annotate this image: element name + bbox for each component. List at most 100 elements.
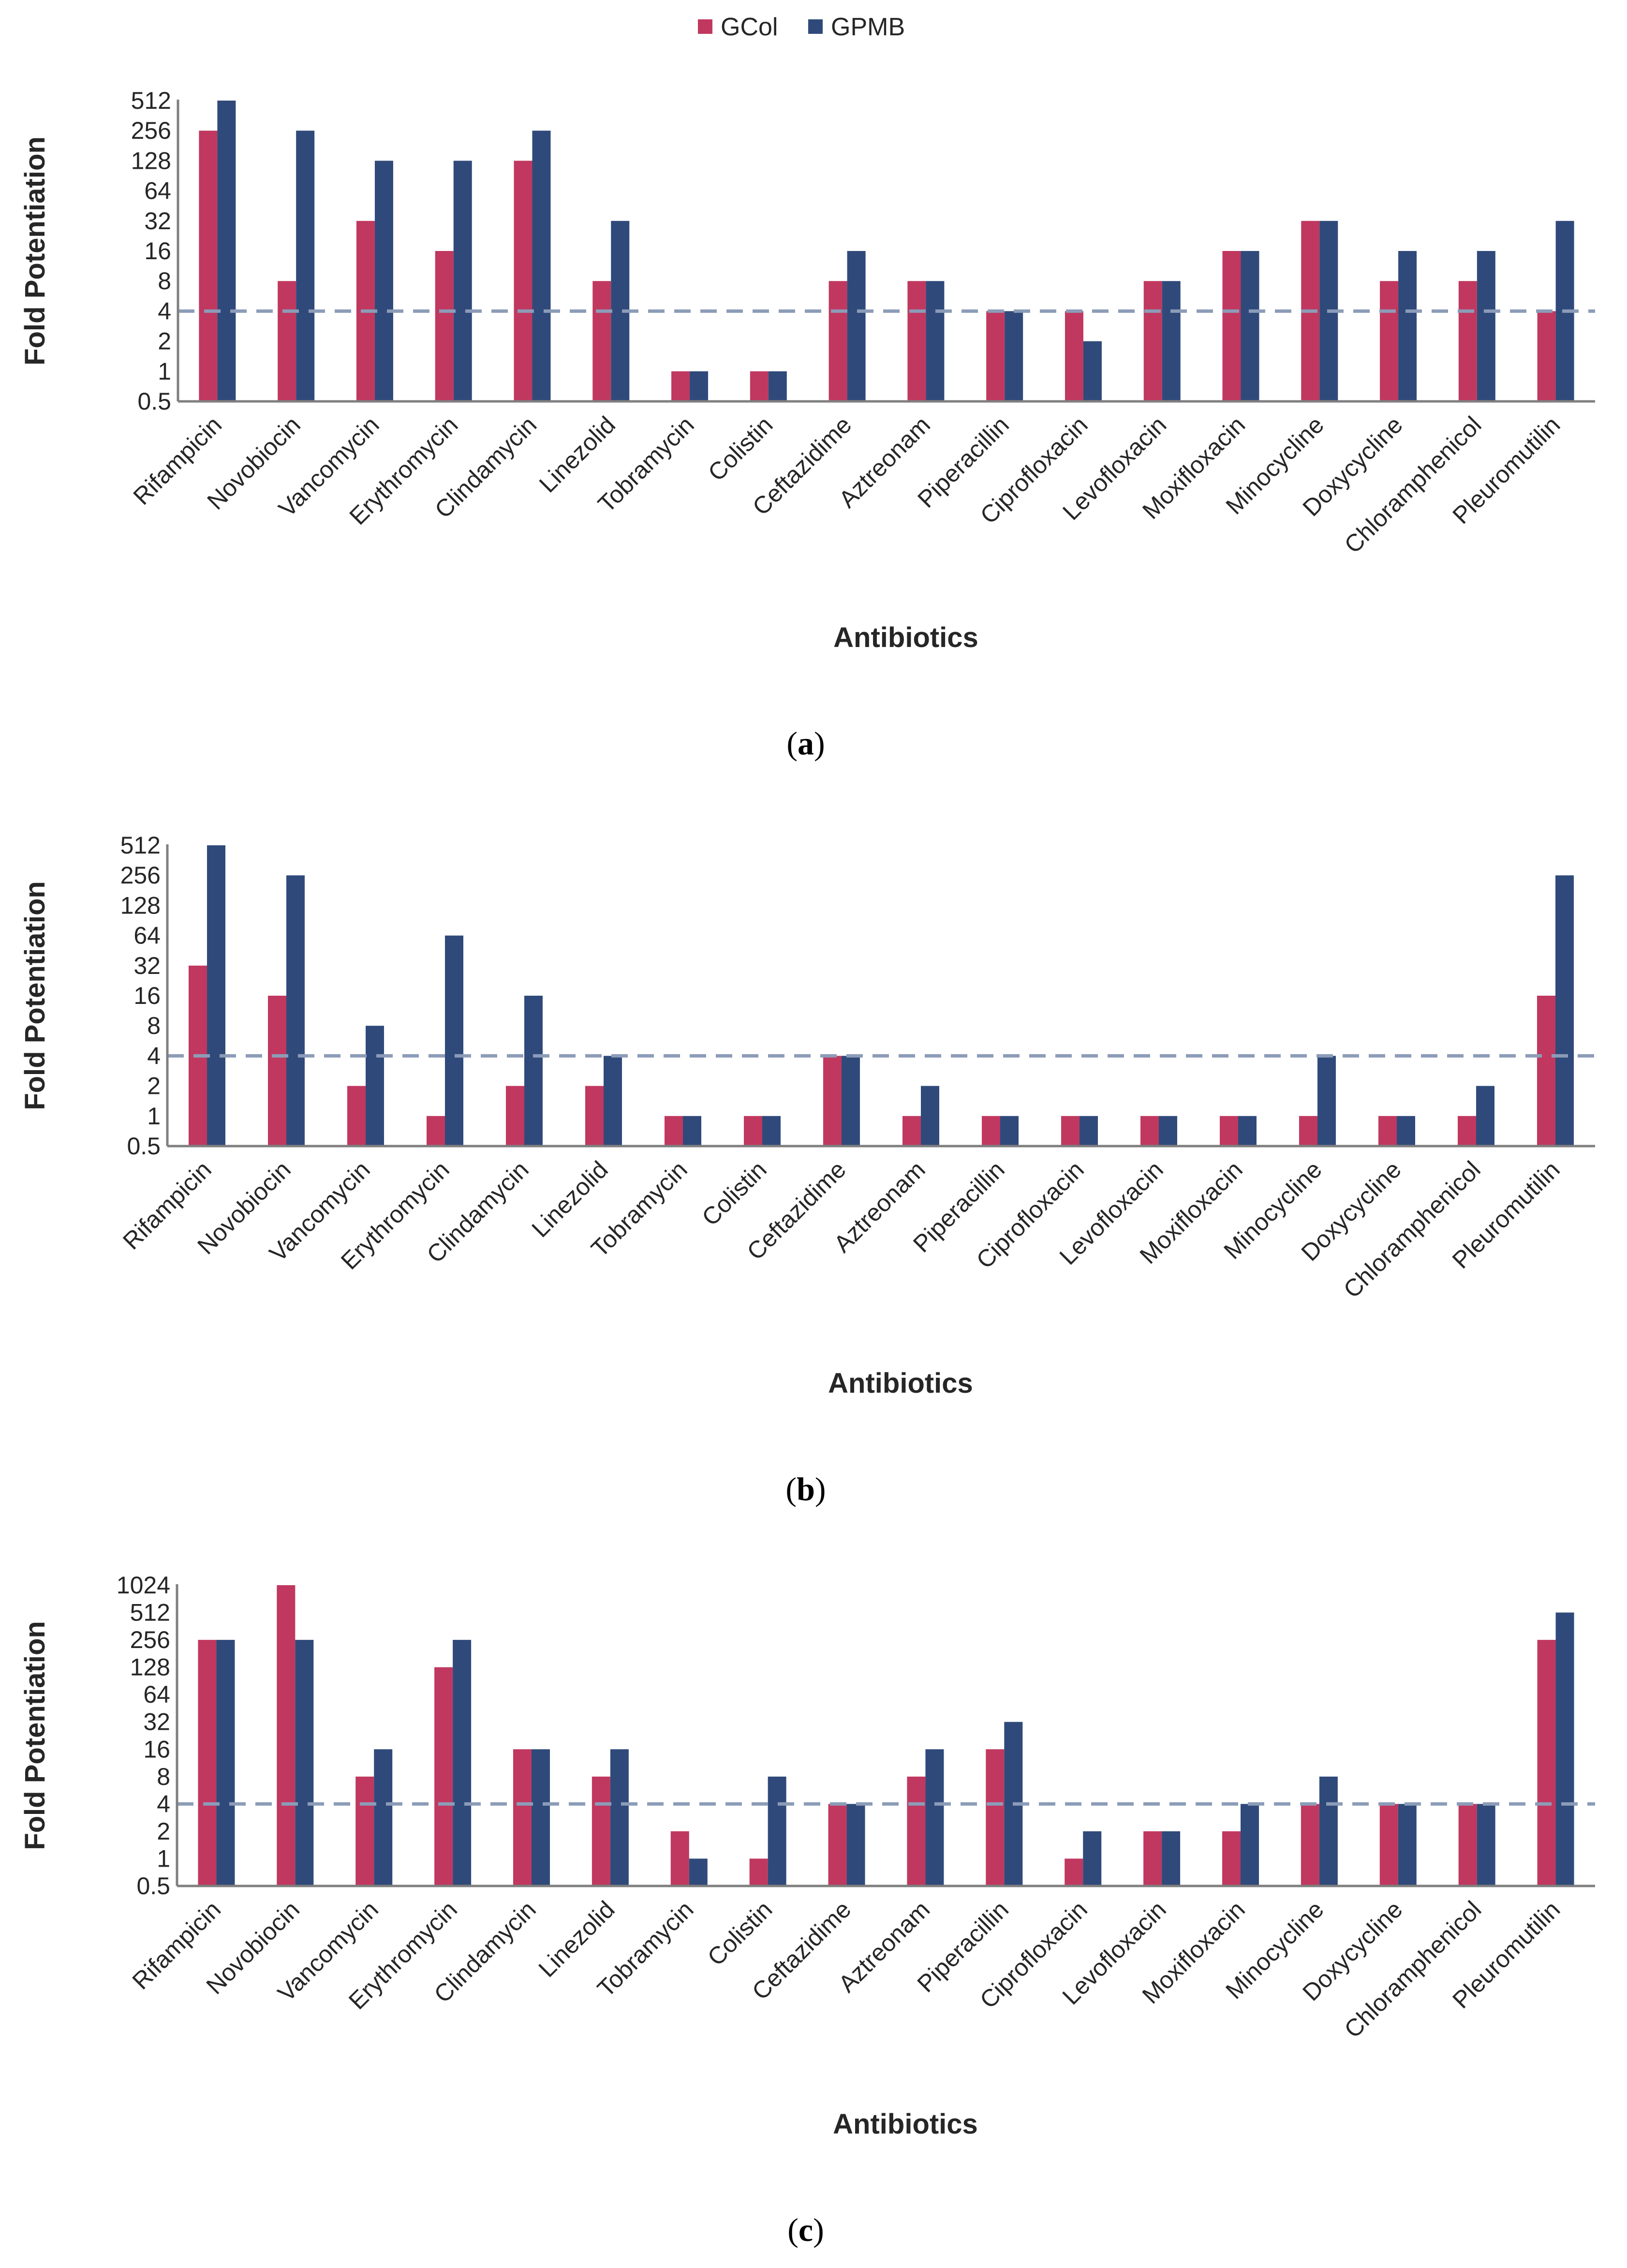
bar-gpmb-chloramphenicol <box>1476 1086 1494 1146</box>
bar-gcol-vancomycin <box>355 1776 374 1886</box>
legend-swatch-gcol <box>698 19 712 34</box>
bar-gcol-moxifloxacin <box>1220 1116 1238 1146</box>
bar-gpmb-moxifloxacin <box>1238 1116 1257 1146</box>
bar-gpmb-chloramphenicol <box>1477 1804 1495 1886</box>
bar-gcol-doxycycline <box>1380 281 1399 401</box>
bar-gcol-vancomycin <box>347 1086 366 1146</box>
bar-gpmb-erythromycin <box>453 1640 472 1886</box>
caption-paren-open: ( <box>787 2211 799 2248</box>
bar-gcol-rifampicin <box>198 1640 217 1886</box>
bar-gpmb-levofloxacin <box>1162 1831 1181 1886</box>
caption-letter: a <box>798 725 814 762</box>
caption-paren-open: ( <box>785 1471 797 1507</box>
y-tick-label: 2 <box>147 1073 161 1100</box>
legend-swatch-gpmb <box>808 19 823 34</box>
bar-gcol-chloramphenicol <box>1458 1804 1477 1886</box>
bar-gpmb-ceftazidime <box>842 1056 860 1146</box>
x-axis-title: Antibiotics <box>833 622 978 653</box>
bar-gcol-clindamycin <box>506 1086 524 1146</box>
bar-gcol-doxycycline <box>1378 1116 1397 1146</box>
bar-gcol-pleuromutilin <box>1537 1640 1556 1886</box>
bar-gcol-ceftazidime <box>823 1056 842 1146</box>
bar-gcol-erythromycin <box>435 251 454 401</box>
bar-gpmb-colistin <box>762 1116 781 1146</box>
y-axis-title: Fold Potentiation <box>19 1621 51 1850</box>
bar-gcol-ciprofloxacin <box>1065 311 1083 401</box>
bar-gpmb-doxycycline <box>1398 251 1417 401</box>
y-tick-label: 256 <box>120 862 161 889</box>
bar-gcol-moxifloxacin <box>1222 251 1241 401</box>
bar-gcol-aztreonam <box>907 281 926 401</box>
bar-gcol-aztreonam <box>907 1776 926 1886</box>
panel-caption: (c) <box>787 2211 824 2248</box>
bar-gpmb-vancomycin <box>374 1749 393 1886</box>
bar-gpmb-piperacillin <box>1000 1116 1019 1146</box>
y-tick-label: 0.5 <box>127 1133 161 1160</box>
y-tick-label: 32 <box>144 207 171 235</box>
y-tick-label: 1 <box>158 358 171 385</box>
bar-gpmb-erythromycin <box>453 161 472 401</box>
bar-gcol-novobiocin <box>277 1585 296 1886</box>
y-tick-label: 128 <box>131 147 171 174</box>
bar-gpmb-rifampicin <box>216 1640 235 1886</box>
bar-gcol-colistin <box>750 371 769 401</box>
y-tick-label: 64 <box>133 922 161 949</box>
bar-gpmb-linezolid <box>610 1749 629 1886</box>
bar-gpmb-linezolid <box>604 1056 622 1146</box>
bar-gpmb-ceftazidime <box>847 251 866 401</box>
bar-gpmb-ciprofloxacin <box>1083 341 1102 401</box>
bar-gcol-levofloxacin <box>1143 1831 1162 1886</box>
bar-gcol-minocycline <box>1301 1804 1319 1886</box>
bar-gcol-novobiocin <box>278 281 296 401</box>
bar-gpmb-colistin <box>768 1776 786 1886</box>
y-tick-label: 32 <box>133 952 161 979</box>
bar-gpmb-novobiocin <box>295 1640 314 1886</box>
bar-gpmb-pleuromutilin <box>1555 1612 1574 1886</box>
y-tick-label: 1 <box>147 1103 161 1130</box>
caption-letter: b <box>797 1471 815 1507</box>
y-tick-label: 256 <box>130 1626 170 1653</box>
bar-gpmb-erythromycin <box>445 935 463 1146</box>
y-axis-title: Fold Potentiation <box>19 881 51 1110</box>
y-tick-label: 2 <box>157 1818 170 1845</box>
x-axis-title: Antibiotics <box>828 1368 973 1399</box>
bar-gpmb-pleuromutilin <box>1555 875 1574 1146</box>
bar-gpmb-aztreonam <box>926 281 945 401</box>
y-tick-label: 2 <box>158 328 171 355</box>
y-tick-label: 32 <box>143 1708 170 1736</box>
bar-gcol-levofloxacin <box>1143 281 1162 401</box>
bar-gcol-chloramphenicol <box>1458 1116 1476 1146</box>
bar-gcol-minocycline <box>1299 1116 1317 1146</box>
y-tick-label: 16 <box>143 1736 170 1763</box>
bar-gcol-colistin <box>749 1858 768 1886</box>
bar-gpmb-clindamycin <box>524 996 543 1146</box>
bar-gpmb-ciprofloxacin <box>1083 1831 1102 1886</box>
bar-gpmb-moxifloxacin <box>1241 251 1259 401</box>
legend-label-gcol: GCol <box>721 13 778 41</box>
y-tick-label: 64 <box>144 177 171 205</box>
bar-gpmb-ciprofloxacin <box>1080 1116 1098 1146</box>
bar-gpmb-doxycycline <box>1397 1116 1415 1146</box>
y-tick-label: 8 <box>147 1012 161 1039</box>
bar-gcol-ciprofloxacin <box>1061 1116 1080 1146</box>
bar-gcol-doxycycline <box>1379 1804 1398 1886</box>
caption-letter: c <box>799 2211 813 2248</box>
x-tick-label-chloramphenicol: Chloramphenicol <box>1339 411 1487 559</box>
bar-gpmb-tobramycin <box>683 1116 701 1146</box>
bar-gcol-ceftazidime <box>828 1804 847 1886</box>
bar-gcol-linezolid <box>592 281 611 401</box>
bar-gcol-pleuromutilin <box>1537 996 1555 1146</box>
bar-gpmb-tobramycin <box>690 371 709 401</box>
bar-gcol-clindamycin <box>513 1749 532 1886</box>
y-tick-label: 8 <box>158 267 171 295</box>
y-tick-label: 512 <box>131 87 171 114</box>
panel-caption: (a) <box>786 725 825 762</box>
bar-gcol-piperacillin <box>982 1116 1000 1146</box>
bar-gcol-levofloxacin <box>1140 1116 1159 1146</box>
y-tick-label: 1 <box>157 1845 170 1872</box>
bar-gcol-aztreonam <box>902 1116 921 1146</box>
chart-panel-b: 0.51248163264128256512RifampicinNovobioc… <box>19 832 1595 1507</box>
legend: GCol GPMB <box>698 13 905 41</box>
y-tick-label: 128 <box>130 1654 170 1681</box>
x-tick-label-colistin: Colistin <box>702 1896 778 1971</box>
